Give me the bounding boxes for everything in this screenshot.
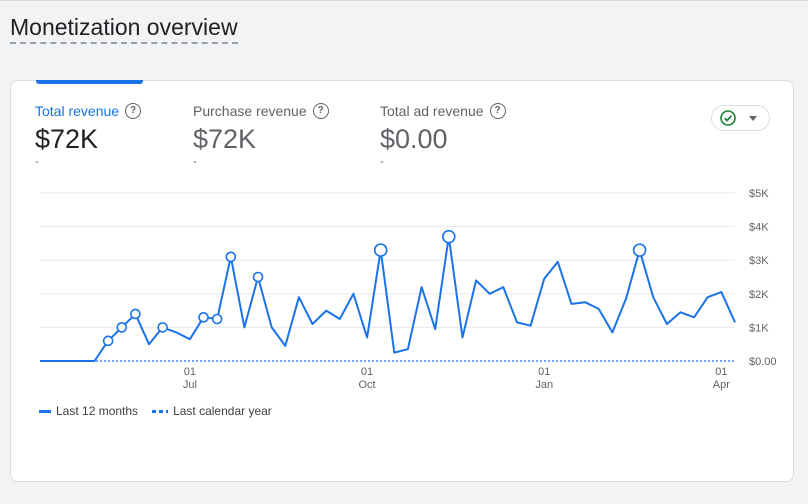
x-tick-day: 01 [184, 366, 196, 378]
y-tick-label: $3K [749, 255, 769, 267]
metric-value: $72K [193, 124, 257, 154]
data-point-marker [373, 243, 388, 257]
y-tick-label: $5K [749, 188, 769, 200]
monetization-card: Total revenue ? $72K - Purchase revenue … [10, 80, 794, 482]
y-tick-label: $1K [749, 322, 769, 334]
metric-value: $72K [35, 124, 99, 154]
series-last-12-months-line [40, 235, 736, 362]
legend-swatch-solid [39, 409, 51, 413]
active-tab-indicator [36, 80, 143, 84]
help-icon[interactable]: ? [489, 103, 506, 119]
metric-purchase-revenue[interactable]: Purchase revenue ? $72K - [193, 103, 329, 168]
data-point-marker [442, 229, 456, 244]
help-icon[interactable]: ? [125, 103, 142, 119]
metric-label: Total revenue [35, 103, 120, 119]
legend-swatch-dashed [152, 409, 169, 413]
caret-down-icon [749, 116, 757, 121]
data-point-marker [211, 313, 223, 325]
metric-total-revenue[interactable]: Total revenue ? $72K - [35, 103, 142, 168]
metric-change: - [380, 156, 384, 168]
x-tick-month: Jul [183, 379, 197, 391]
comparison-status-dropdown[interactable] [711, 105, 770, 131]
legend-label: Last 12 months [56, 404, 139, 418]
metric-value: $0.00 [380, 124, 448, 154]
data-point-marker [116, 322, 128, 333]
data-point-marker [130, 308, 141, 320]
metric-label: Total ad revenue [380, 103, 484, 119]
data-point-marker [252, 271, 264, 283]
y-tick-label: $2K [749, 289, 769, 301]
x-tick-day: 01 [361, 366, 373, 378]
data-point-marker [632, 243, 647, 257]
metric-change: - [35, 156, 39, 168]
page-title[interactable]: Monetization overview [10, 14, 238, 44]
x-tick-day: 01 [538, 366, 550, 378]
legend-item-last-12-months[interactable]: Last 12 months [39, 404, 138, 418]
check-circle-icon [720, 110, 736, 126]
top-divider [0, 0, 808, 1]
data-point-marker [102, 335, 114, 347]
y-tick-label: $4K [749, 222, 769, 234]
data-point-marker [157, 322, 168, 333]
legend-label: Last calendar year [173, 404, 272, 418]
chart-legend: Last 12 months Last calendar year [39, 404, 272, 418]
x-tick-month: Jan [535, 379, 553, 391]
metric-change: - [193, 156, 197, 168]
data-point-marker [225, 251, 237, 263]
x-tick-day: 01 [715, 366, 727, 378]
data-point-marker [198, 312, 209, 323]
legend-item-last-calendar-year[interactable]: Last calendar year [152, 404, 272, 418]
metric-label: Purchase revenue [193, 103, 307, 119]
y-tick-label: $0.00 [749, 356, 777, 368]
metric-total-ad-revenue[interactable]: Total ad revenue ? $0.00 - [380, 103, 506, 168]
help-icon[interactable]: ? [312, 103, 329, 119]
x-tick-month: Apr [713, 379, 730, 391]
x-tick-month: Oct [358, 379, 375, 391]
